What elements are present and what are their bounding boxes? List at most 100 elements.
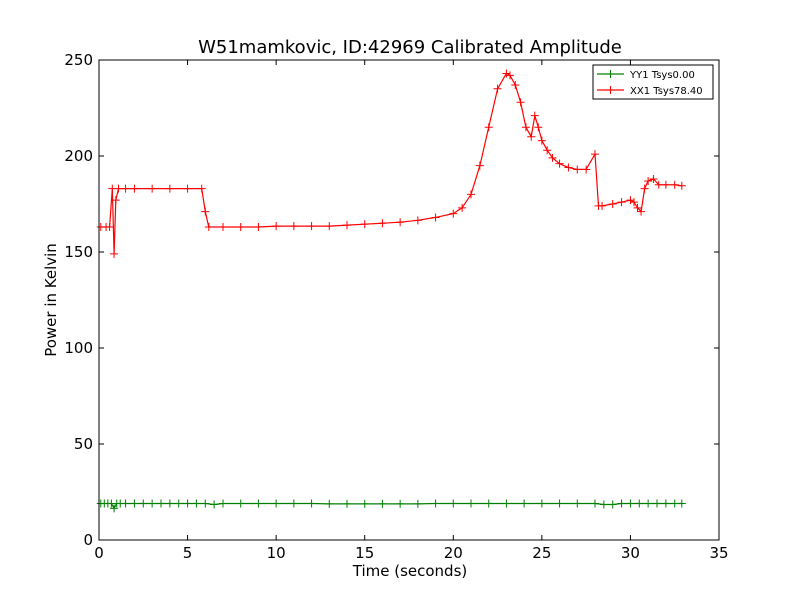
data-point (204, 223, 213, 232)
data-point (449, 209, 458, 218)
data-point (548, 153, 557, 162)
data-point (236, 499, 245, 508)
legend-marker (606, 70, 615, 78)
data-point (325, 499, 334, 508)
data-point (520, 499, 529, 508)
axes-frame (98, 59, 720, 541)
data-point (431, 213, 440, 222)
y-tick-label: 0 (83, 531, 93, 549)
data-point (431, 499, 440, 508)
data-point (289, 499, 298, 508)
data-point (502, 499, 511, 508)
y-tick-label: 150 (64, 243, 93, 261)
data-point (165, 184, 174, 193)
data-point (608, 200, 617, 208)
series-line (100, 72, 682, 254)
data-point (661, 180, 670, 189)
data-point (121, 499, 130, 508)
data-point (635, 499, 644, 508)
data-point (272, 499, 281, 508)
data-point (527, 132, 536, 141)
data-point (649, 175, 658, 184)
y-tick-label: 50 (74, 435, 93, 453)
data-point (599, 500, 608, 509)
data-point (521, 123, 530, 132)
data-point (458, 203, 467, 212)
data-point (516, 98, 525, 107)
data-point (670, 180, 679, 189)
data-point (325, 222, 334, 231)
data-point (629, 198, 638, 207)
data-point (608, 500, 617, 509)
data-point (148, 184, 157, 193)
data-point (511, 80, 520, 89)
x-tick-labels: 0 5 10 15 20 25 30 35 (94, 544, 728, 562)
x-tick-label: 20 (444, 544, 463, 562)
x-tick-label: 30 (621, 544, 640, 562)
data-point (530, 111, 539, 120)
data-point (654, 180, 663, 189)
data-point (534, 123, 543, 132)
axis-ticks (98, 59, 720, 541)
data-point (484, 499, 493, 508)
data-point (121, 184, 130, 193)
data-point (644, 499, 653, 508)
x-axis-label: Time (seconds) (352, 562, 468, 580)
data-point (110, 504, 119, 513)
data-point (183, 499, 192, 508)
y-tick-label: 100 (64, 339, 93, 357)
data-point (307, 499, 316, 508)
data-point (467, 499, 475, 508)
legend-marker (606, 86, 615, 94)
legend-label: YY1 Tsys0.00 (629, 70, 695, 81)
data-point (413, 216, 422, 225)
data-point (219, 223, 227, 232)
data-point (677, 181, 686, 190)
data-point (110, 249, 119, 258)
data-point (201, 207, 210, 216)
data-point (467, 190, 475, 199)
data-point (633, 203, 642, 212)
data-point (396, 499, 405, 508)
data-point (272, 222, 281, 231)
data-point (105, 223, 114, 232)
data-point (236, 223, 245, 232)
x-tick-label: 35 (709, 544, 728, 562)
data-point (555, 159, 564, 168)
data-point (307, 222, 316, 231)
data-point (640, 184, 649, 193)
data-point (378, 219, 387, 228)
data-point (573, 165, 582, 174)
x-tick-label: 10 (267, 544, 286, 562)
data-point (360, 499, 369, 508)
data-point (484, 123, 493, 132)
data-point (617, 499, 626, 508)
data-point (130, 499, 139, 508)
x-tick-label: 15 (355, 544, 374, 562)
data-point (148, 499, 157, 508)
data-point (661, 499, 670, 508)
data-point (343, 499, 351, 508)
data-point (591, 150, 599, 159)
chart-title: W51mamkovic, ID:42969 Calibrated Amplitu… (198, 37, 622, 58)
x-tick-label: 0 (94, 544, 104, 562)
data-point (543, 146, 552, 155)
series-2 (96, 69, 686, 258)
data-point (505, 71, 514, 80)
data-point (165, 499, 174, 508)
data-point (201, 499, 210, 508)
data-point (537, 499, 546, 508)
data-point (174, 499, 183, 508)
data-point (591, 499, 599, 508)
legend: YY1 Tsys0.00 XX1 Tsys78.40 (592, 64, 714, 100)
legend-box (592, 64, 714, 100)
data-point (626, 196, 635, 205)
data-point (343, 221, 351, 230)
y-axis-label: Power in Kelvin (42, 243, 60, 357)
data-point (617, 198, 626, 207)
data-point (139, 499, 148, 508)
legend-entry: YY1 Tsys0.00 (597, 70, 695, 81)
data-point (197, 184, 206, 193)
data-point (413, 499, 422, 508)
